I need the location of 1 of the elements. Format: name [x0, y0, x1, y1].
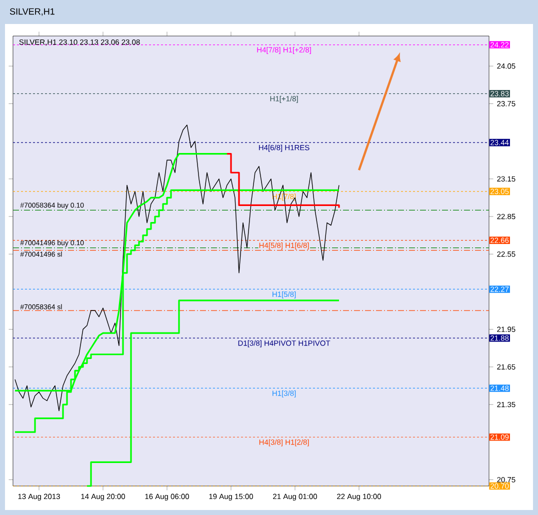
chart-title: SILVER,H1 — [10, 8, 54, 16]
